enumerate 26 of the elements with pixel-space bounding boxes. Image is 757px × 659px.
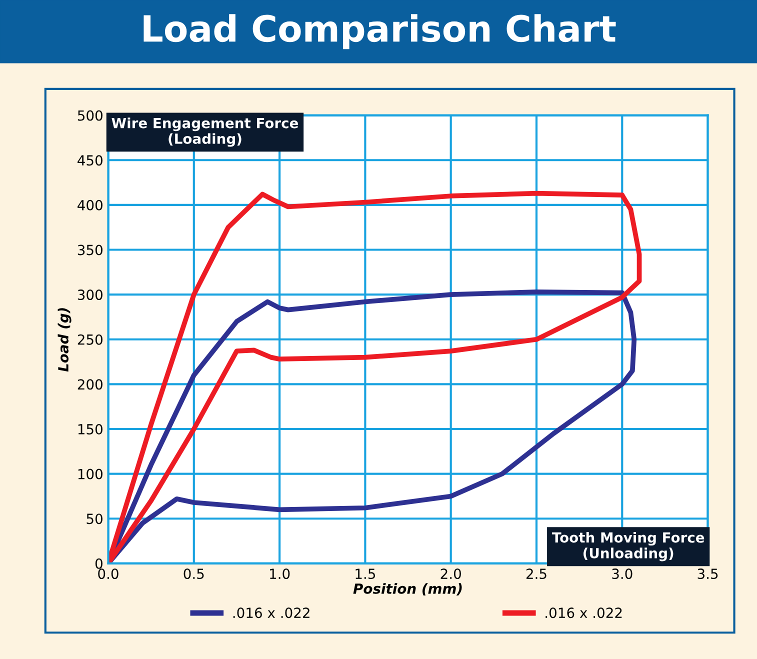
x-tick-label: 1.5 (356, 568, 376, 580)
x-tick-label: 3.0 (612, 568, 632, 580)
chart-title: Load Comparison Chart (144, 14, 616, 50)
y-tick-label: 350 (78, 244, 102, 256)
annotation: Wire Engagement Force (Loading) (112, 118, 298, 147)
y-tick-label: 50 (86, 514, 102, 524)
annotation: Tooth Moving Force (Unloading) (552, 532, 704, 562)
y-tick-label: 400 (78, 200, 102, 210)
legend-label: .016 x .022 (546, 608, 622, 618)
y-tick-label: 100 (78, 468, 102, 480)
x-tick-label: 3.5 (698, 568, 718, 580)
y-tick-label: 300 (78, 290, 102, 300)
y-tick-label: 0 (95, 558, 102, 569)
x-tick-label: 0.0 (98, 568, 118, 580)
x-tick-label: 1.0 (270, 568, 290, 580)
y-axis-title: Load (g) (58, 308, 72, 372)
y-tick-label: 150 (78, 424, 102, 434)
y-tick-label: 200 (78, 379, 102, 390)
x-tick-label: 2.0 (440, 568, 461, 580)
y-tick-label: 450 (78, 155, 102, 166)
x-tick-label: 0.5 (184, 568, 204, 580)
legend-label: .016 x .022 (233, 608, 310, 618)
x-axis-title: Position (mm) (353, 583, 462, 596)
y-tick-label: 250 (78, 334, 102, 345)
x-tick-label: 2.5 (526, 568, 546, 580)
y-tick-label: 500 (78, 110, 102, 121)
